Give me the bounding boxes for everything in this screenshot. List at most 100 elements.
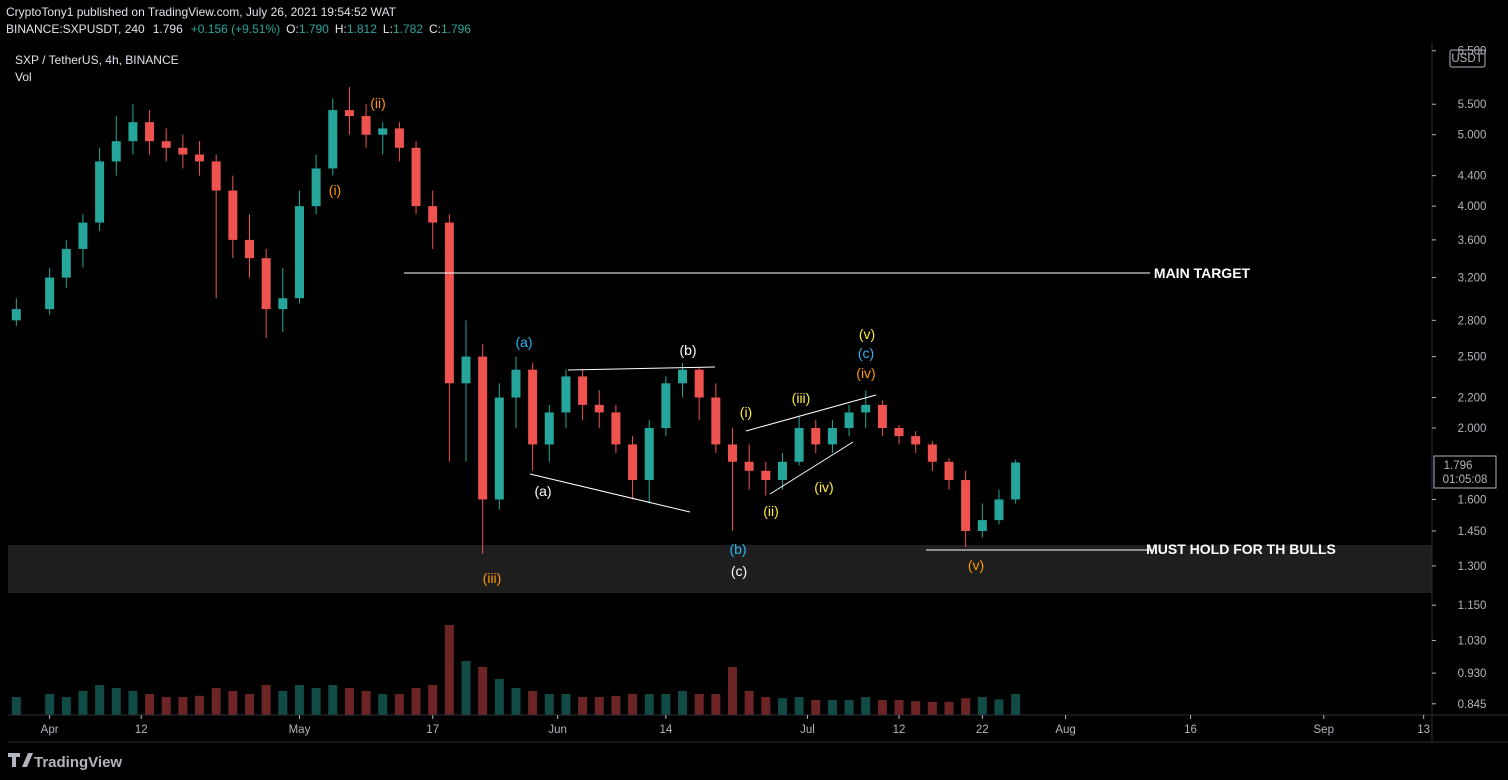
candle-body	[678, 369, 688, 384]
candle-body	[411, 147, 421, 207]
volume-label: Vol	[15, 70, 32, 84]
candle-body	[761, 470, 771, 481]
candle-body	[394, 128, 404, 148]
volume-bar	[178, 697, 188, 715]
volume-bar	[961, 698, 971, 715]
candle-body	[61, 248, 71, 278]
candle-body	[128, 122, 138, 142]
x-tick-label: 13	[1417, 724, 1430, 736]
x-tick-label: Aug	[1055, 724, 1075, 736]
volume-bar	[145, 694, 155, 715]
volume-bar	[877, 700, 887, 715]
candle-body	[111, 141, 121, 162]
candle-body	[278, 298, 288, 310]
x-tick-label: Apr	[41, 724, 59, 736]
y-tick-label: 2.200	[1458, 393, 1487, 405]
y-tick-label: 1.150	[1458, 600, 1487, 612]
y-tick-label: 2.000	[1458, 423, 1487, 435]
candle-body	[528, 369, 538, 445]
candle-body	[161, 141, 171, 148]
candle-body	[195, 154, 205, 162]
y-tick-label: 1.450	[1458, 526, 1487, 538]
wave-label: (c)	[858, 345, 874, 361]
wave-label: (ii)	[370, 95, 386, 111]
x-tick-label: 14	[659, 724, 672, 736]
volume-bar	[811, 700, 821, 715]
y-tick-label: 2.800	[1458, 315, 1487, 327]
volume-bar	[844, 700, 854, 715]
candle-body	[95, 161, 105, 223]
volume-bar	[578, 697, 588, 715]
label: C:	[429, 22, 441, 36]
last: 1.796	[153, 22, 183, 36]
volume-bar	[777, 698, 787, 715]
candle-body	[311, 168, 321, 207]
wave-label: (a)	[515, 334, 532, 350]
change: +0.156 (+9.51%)	[191, 22, 280, 36]
volume-bar	[761, 697, 771, 715]
candle-body	[594, 404, 604, 413]
candle-body	[294, 206, 304, 299]
currency[interactable]: USDT	[1451, 53, 1482, 65]
volume-bar	[461, 661, 471, 715]
label: L:	[383, 22, 393, 36]
wave-label: (i)	[740, 404, 752, 420]
candle-body	[794, 428, 804, 462]
price-label-box	[1433, 455, 1497, 489]
y-tick-label: 1.600	[1458, 494, 1487, 506]
volume-bar	[111, 688, 121, 715]
volume-bar	[428, 685, 438, 715]
volume-bar	[894, 700, 904, 715]
candle-body	[977, 520, 987, 531]
volume-bar	[594, 697, 604, 715]
candle-body	[694, 369, 704, 398]
volume-bar	[661, 694, 671, 715]
high: 1.812	[347, 22, 377, 36]
volume-bar	[911, 701, 921, 715]
volume-bar	[511, 688, 521, 715]
candle-body	[494, 397, 504, 500]
wave-label: (v)	[859, 326, 875, 342]
candle-body	[228, 190, 238, 240]
currency-box[interactable]	[1449, 49, 1486, 68]
volume-bar	[794, 697, 804, 715]
volume-bar	[944, 701, 954, 715]
candle-body	[178, 147, 188, 155]
volume-bar	[1011, 694, 1021, 715]
candle-body	[11, 309, 21, 321]
y-tick-label: 2.500	[1458, 352, 1487, 364]
label: O:	[286, 22, 299, 36]
volume-bar	[361, 691, 371, 715]
candle-body	[861, 404, 871, 413]
volume-bar	[45, 694, 55, 715]
wave-label: MUST HOLD FOR TH BULLS	[1146, 541, 1336, 557]
wave-label: (b)	[679, 342, 696, 358]
volume-bar	[78, 691, 88, 715]
y-tick-label: 6.500	[1458, 46, 1487, 58]
volume-bar	[128, 691, 138, 715]
plot	[11, 87, 1021, 715]
volume-bar	[994, 699, 1004, 715]
volume-bar	[711, 694, 721, 715]
volume-bar	[294, 685, 304, 715]
trend-line	[567, 366, 716, 371]
volume-bar	[861, 697, 871, 715]
volume-bar	[195, 695, 205, 715]
candle-body	[927, 444, 937, 462]
volume-bar	[561, 694, 571, 715]
symbol-line: BINANCE:SXPUSDT, 240 1.796 +0.156 (+9.51%)…	[6, 22, 471, 36]
candle-body	[428, 206, 438, 223]
y-tick-label: 4.000	[1458, 201, 1487, 213]
open: 1.790	[299, 22, 329, 36]
candle-body	[561, 376, 571, 413]
volume-bar	[611, 695, 621, 715]
volume-bar	[494, 679, 504, 715]
x-tick-label: Jul	[800, 724, 815, 736]
candle-body	[1011, 462, 1021, 500]
wave-label: (iv)	[814, 479, 833, 495]
volume-bar	[328, 685, 338, 715]
x-tick-label: Sep	[1314, 724, 1334, 736]
volume-bar	[261, 685, 271, 715]
